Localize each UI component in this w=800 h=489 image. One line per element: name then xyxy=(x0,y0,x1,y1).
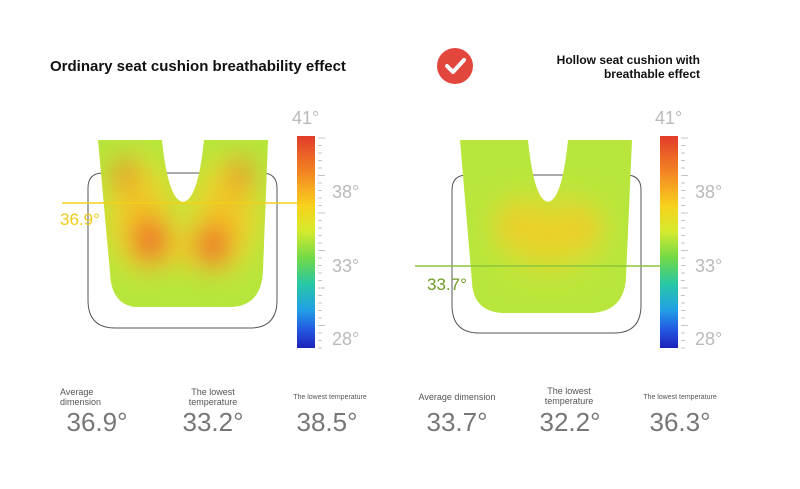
right-title-line2: breathable effect xyxy=(603,67,700,81)
right-stat-value-lowest: 32.2° xyxy=(539,407,601,437)
left-scale-label-33: 33° xyxy=(332,256,360,276)
left-stat-value-lowest: 33.2° xyxy=(182,407,244,437)
left-scale-label-38: 38° xyxy=(332,182,360,202)
right-stat-label-average: Average dimension xyxy=(418,392,496,402)
check-circle-icon xyxy=(437,48,473,84)
left-title: Ordinary seat cushion breathability effe… xyxy=(50,58,346,75)
right-chair-outline xyxy=(451,174,642,334)
right-title-line1: Hollow seat cushion with xyxy=(556,53,700,67)
right-scale-label-28: 28° xyxy=(695,329,723,349)
left-stat-value-lowest-2: 38.5° xyxy=(296,407,358,437)
left-marker-readout: 36.9° xyxy=(60,210,100,229)
left-scale-label-41: 41° xyxy=(292,108,320,128)
left-color-scale xyxy=(297,136,315,348)
right-marker-readout: 33.7° xyxy=(427,275,467,294)
right-title: Hollow seat cushion with breathable effe… xyxy=(520,53,700,81)
left-stat-value-average: 36.9° xyxy=(66,407,128,437)
left-stat-label-lowest-2: The lowest temperature xyxy=(293,394,367,401)
right-stat-value-average: 33.7° xyxy=(426,407,488,437)
left-stat-label-average: Average dimension xyxy=(60,387,102,407)
right-stat-value-lowest-2: 36.3° xyxy=(649,407,711,437)
left-scale-ticks xyxy=(318,137,325,349)
right-color-scale xyxy=(660,136,678,348)
right-scale-ticks xyxy=(681,137,688,349)
right-stat-label-lowest-2: The lowest temperature xyxy=(643,394,717,401)
right-stat-label-lowest: The lowest temperature xyxy=(544,386,594,406)
left-cushion-heatmap xyxy=(98,140,268,307)
left-stat-label-lowest: The lowest temperature xyxy=(188,387,238,407)
right-scale-label-33: 33° xyxy=(695,256,723,276)
right-scale-label-38: 38° xyxy=(695,182,723,202)
left-scale-label-28: 28° xyxy=(332,329,360,349)
right-cushion-heatmap xyxy=(460,140,632,313)
left-chair-outline xyxy=(87,172,278,329)
right-scale-label-41: 41° xyxy=(655,108,683,128)
